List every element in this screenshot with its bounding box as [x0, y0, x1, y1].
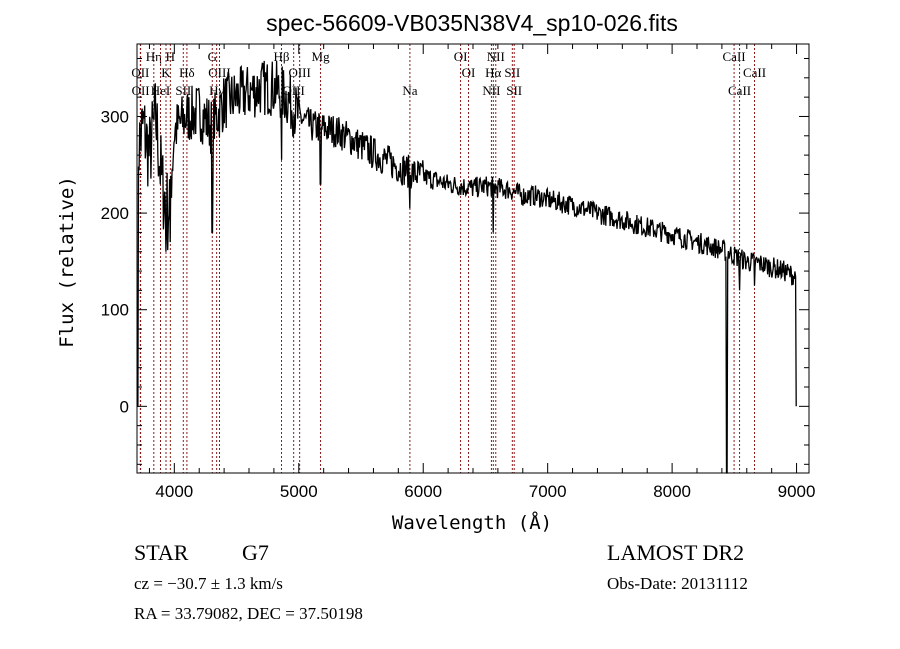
line-marker-label: CaII: [723, 49, 746, 64]
y-axis-label: Flux (relative): [56, 176, 78, 348]
line-marker-label: CaII: [743, 65, 766, 80]
line-marker-label: OII: [132, 83, 150, 98]
line-marker-label: SII: [175, 83, 191, 98]
x-tick-label: 7000: [529, 482, 567, 501]
line-marker-label: OIII: [208, 65, 230, 80]
x-tick-label: 8000: [653, 482, 691, 501]
line-marker-label: G: [208, 49, 217, 64]
axis-ticks: 4000 5000 6000 7000 8000 9000 0 100 200 300: [101, 44, 816, 501]
y-tick-label: 100: [101, 301, 129, 320]
line-marker-label: Hγ: [209, 83, 224, 98]
line-marker-label: NII: [482, 83, 500, 98]
line-marker-label: SII: [506, 83, 522, 98]
x-axis-label: Wavelength (Å): [392, 511, 552, 534]
redshift-text: cz = −30.7 ± 1.3 km/s: [134, 574, 283, 593]
plot-frame: [136, 43, 810, 474]
survey-name: LAMOST DR2: [607, 540, 744, 565]
spectrum-line: [137, 60, 797, 474]
object-subclass: G7: [242, 540, 269, 565]
line-marker-label: CaII: [728, 83, 751, 98]
x-tick-label: 6000: [404, 482, 442, 501]
line-marker-label: NII: [487, 49, 505, 64]
y-tick-label: 0: [120, 397, 129, 416]
line-marker-label: SII: [504, 65, 520, 80]
line-marker-label: H: [166, 49, 175, 64]
x-tick-label: 9000: [778, 482, 816, 501]
line-marker-label: OI: [454, 49, 468, 64]
y-tick-label: 300: [101, 107, 129, 126]
line-marker-label: Na: [402, 83, 417, 98]
x-tick-label: 4000: [155, 482, 193, 501]
line-marker-label: Mg: [312, 49, 331, 64]
line-marker-label: Hδ: [179, 65, 195, 80]
chart-title: spec-56609-VB035N38V4_sp10-026.fits: [266, 10, 678, 36]
object-class: STAR: [134, 540, 189, 565]
line-marker-label: HeI: [151, 83, 171, 98]
line-marker-label: Hη: [146, 49, 162, 64]
line-marker-label: OI: [462, 65, 476, 80]
coordinates-text: RA = 33.79082, DEC = 37.50198: [134, 604, 363, 623]
line-marker-label: Hβ: [273, 49, 289, 64]
obs-date: Obs-Date: 20131112: [607, 574, 748, 593]
y-tick-label: 200: [101, 204, 129, 223]
x-tick-label: 5000: [280, 482, 318, 501]
line-marker-label: Hα: [485, 65, 501, 80]
line-marker-label: K: [161, 65, 171, 80]
line-marker-label: OIII: [288, 65, 310, 80]
